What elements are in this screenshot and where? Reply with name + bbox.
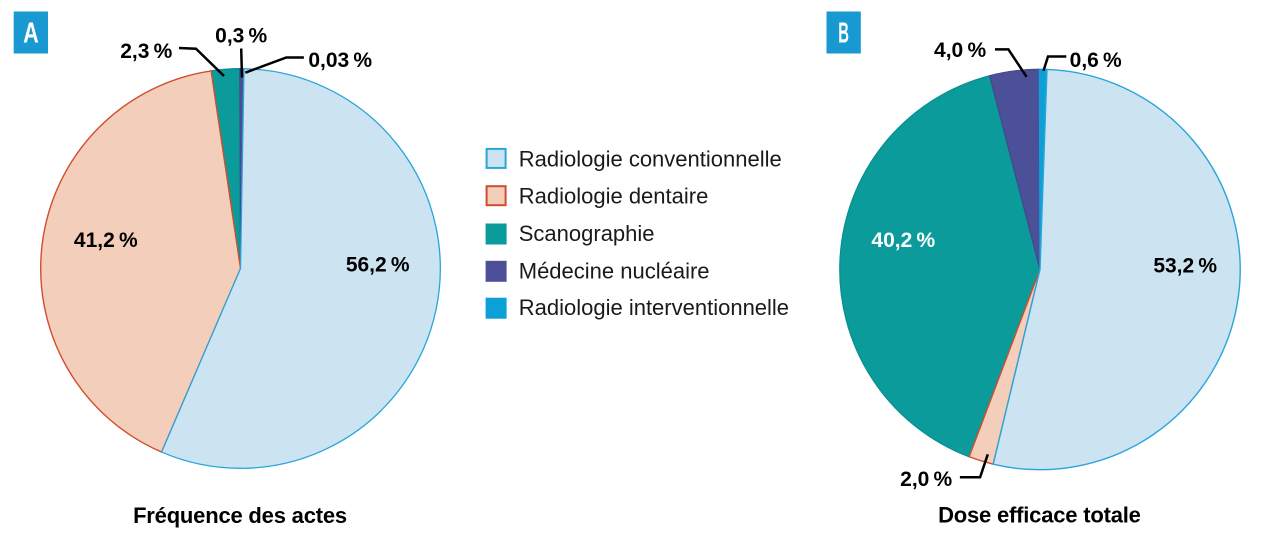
svg-text:0,03 %: 0,03 % <box>308 49 372 72</box>
svg-text:Radiologie conventionnelle: Radiologie conventionnelle <box>519 146 782 171</box>
svg-text:A: A <box>23 18 39 50</box>
svg-text:56,2 %: 56,2 % <box>346 254 410 277</box>
svg-text:Fréquence des actes: Fréquence des actes <box>133 503 347 528</box>
svg-text:Radiologie interventionnelle: Radiologie interventionnelle <box>519 295 789 320</box>
svg-text:Médecine nucléaire: Médecine nucléaire <box>519 258 710 283</box>
svg-text:40,2 %: 40,2 % <box>871 229 935 252</box>
svg-text:Scanographie: Scanographie <box>519 221 655 246</box>
svg-text:41,2 %: 41,2 % <box>74 229 138 252</box>
svg-text:2,0 %: 2,0 % <box>900 468 952 491</box>
svg-text:B: B <box>838 16 849 49</box>
svg-text:2,3 %: 2,3 % <box>120 40 172 63</box>
svg-text:53,2 %: 53,2 % <box>1153 254 1217 277</box>
svg-text:Radiologie dentaire: Radiologie dentaire <box>519 184 709 209</box>
svg-text:4,0 %: 4,0 % <box>934 39 986 62</box>
svg-text:0,3 %: 0,3 % <box>215 25 267 48</box>
svg-text:0,6 %: 0,6 % <box>1070 49 1122 72</box>
svg-text:Dose efficace totale: Dose efficace totale <box>938 503 1141 528</box>
